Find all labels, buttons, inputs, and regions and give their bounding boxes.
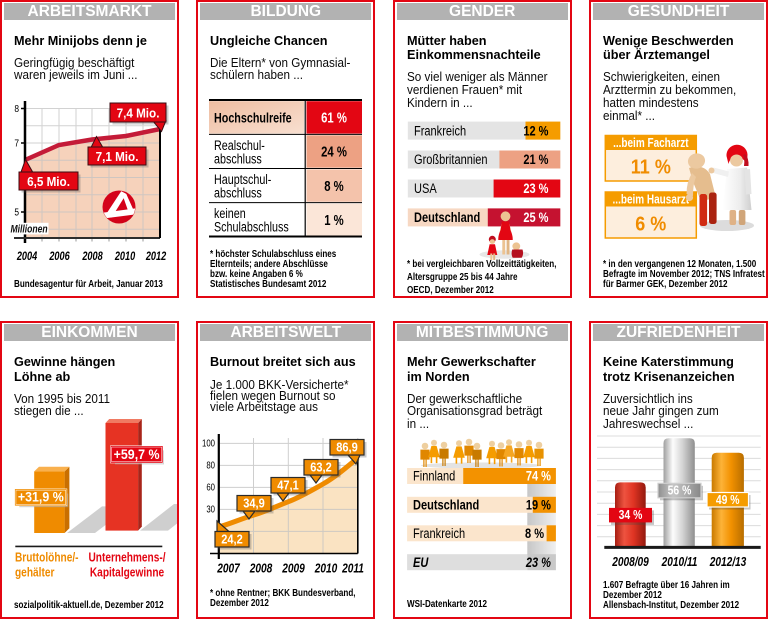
svg-text:34 %: 34 % (619, 508, 643, 522)
svg-text:74 %: 74 % (526, 469, 551, 484)
svg-text:2011: 2011 (342, 562, 365, 576)
svg-text:24 %: 24 % (321, 143, 347, 160)
svg-text:USA: USA (414, 181, 437, 196)
svg-text:7: 7 (14, 138, 19, 150)
svg-text:Schulabschluss: Schulabschluss (214, 219, 289, 235)
svg-text:49 %: 49 % (716, 493, 740, 507)
svg-text:Bruttolöhne/-: Bruttolöhne/- (15, 551, 79, 565)
svg-text:56 %: 56 % (668, 484, 692, 498)
svg-text:+59,7 %: +59,7 % (114, 447, 160, 463)
svg-text:1 %: 1 % (325, 212, 345, 229)
svg-text:25 %: 25 % (523, 210, 548, 225)
svg-text:8: 8 (14, 103, 19, 115)
svg-text:Hochschulreife: Hochschulreife (214, 110, 292, 126)
svg-text:6 %: 6 % (635, 214, 666, 236)
svg-text:80: 80 (207, 460, 216, 471)
svg-text:abschluss: abschluss (214, 151, 262, 167)
svg-text:19 %: 19 % (526, 498, 551, 513)
svg-text:30: 30 (207, 504, 216, 515)
svg-text:Deutschland: Deutschland (414, 210, 480, 225)
svg-text:2012/13: 2012/13 (709, 555, 747, 569)
svg-text:Deutschland: Deutschland (413, 498, 479, 513)
svg-text:2012: 2012 (145, 250, 166, 264)
svg-text:...beim Facharzt: ...beim Facharzt (613, 137, 689, 150)
svg-text:12 %: 12 % (523, 123, 548, 138)
svg-text:6,5 Mio.: 6,5 Mio. (27, 174, 70, 189)
svg-text:5: 5 (14, 207, 19, 219)
svg-text:8 %: 8 % (525, 526, 544, 541)
svg-text:gehälter: gehälter (15, 566, 55, 580)
svg-text:...beim Hausarzt: ...beim Hausarzt (613, 193, 690, 206)
svg-text:2008: 2008 (249, 562, 273, 576)
svg-text:2004: 2004 (16, 250, 37, 264)
svg-text:EU: EU (413, 555, 429, 570)
svg-text:2010: 2010 (114, 250, 135, 264)
svg-text:2008/09: 2008/09 (611, 555, 649, 569)
svg-text:100: 100 (202, 438, 215, 449)
svg-text:Frankreich: Frankreich (414, 123, 466, 138)
svg-text:63,2: 63,2 (311, 460, 333, 475)
svg-text:+31,9 %: +31,9 % (18, 490, 64, 506)
svg-text:Großbritannien: Großbritannien (414, 152, 488, 167)
svg-text:7,4 Mio.: 7,4 Mio. (117, 106, 160, 121)
svg-text:24,2: 24,2 (222, 532, 244, 547)
svg-text:2009: 2009 (282, 562, 306, 576)
svg-text:Hauptschul-: Hauptschul- (214, 172, 271, 188)
svg-text:Unternehmens-/: Unternehmens-/ (88, 551, 166, 565)
svg-text:Millionen: Millionen (11, 224, 48, 236)
svg-text:2007: 2007 (217, 562, 241, 576)
svg-text:Kapitalgewinne: Kapitalgewinne (90, 566, 165, 580)
svg-text:47,1: 47,1 (278, 478, 300, 493)
svg-text:34,9: 34,9 (244, 496, 266, 511)
svg-text:Frankreich: Frankreich (413, 526, 465, 541)
svg-text:23 %: 23 % (525, 555, 551, 570)
svg-text:86,9: 86,9 (337, 440, 359, 455)
svg-text:2008: 2008 (81, 250, 102, 264)
svg-text:61 %: 61 % (321, 109, 347, 126)
svg-text:Finnland: Finnland (413, 469, 455, 484)
svg-text:7,1 Mio.: 7,1 Mio. (96, 149, 139, 164)
svg-text:abschluss: abschluss (214, 185, 262, 201)
svg-text:60: 60 (207, 482, 216, 493)
svg-text:8 %: 8 % (325, 177, 345, 194)
svg-text:2010/11: 2010/11 (661, 555, 698, 569)
svg-text:11 %: 11 % (631, 157, 671, 179)
svg-text:keinen: keinen (214, 206, 246, 222)
svg-text:23 %: 23 % (523, 181, 548, 196)
svg-text:Realschul-: Realschul- (214, 138, 265, 154)
svg-text:21 %: 21 % (523, 152, 548, 167)
svg-text:2006: 2006 (48, 250, 70, 264)
svg-text:2010: 2010 (314, 562, 338, 576)
